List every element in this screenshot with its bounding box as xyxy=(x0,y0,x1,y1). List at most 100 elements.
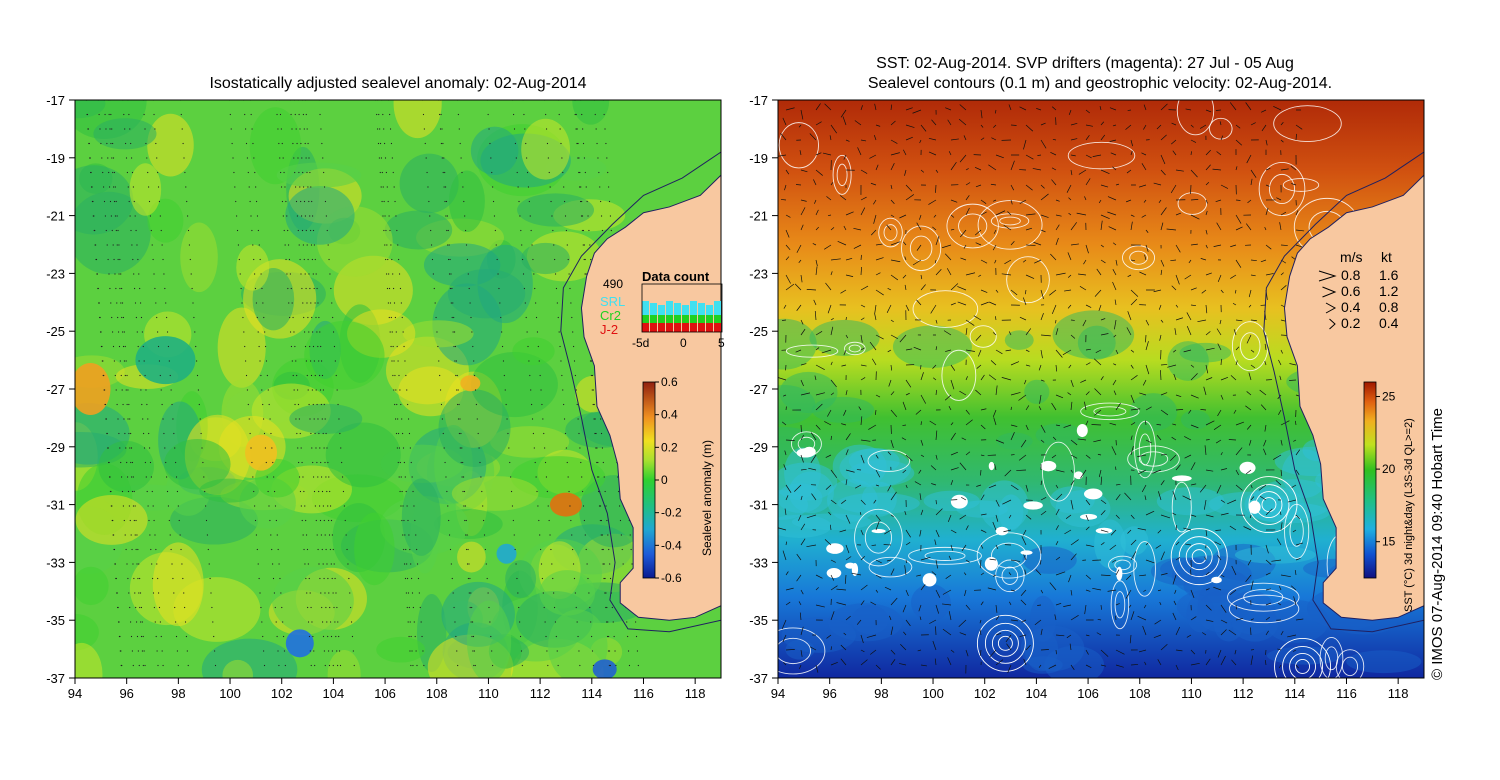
track-dot xyxy=(320,128,322,130)
track-dot xyxy=(232,157,234,159)
velocity-arrow xyxy=(916,244,922,251)
track-dot xyxy=(114,186,116,188)
velocity-arrow xyxy=(1112,166,1117,171)
x-tick-label: 108 xyxy=(1129,686,1151,701)
track-dot xyxy=(89,157,91,159)
track-dot xyxy=(113,200,116,203)
track-dot xyxy=(469,577,471,580)
track-dot xyxy=(533,273,535,275)
track-dot xyxy=(563,186,565,188)
track-dot xyxy=(524,128,526,130)
velocity-arrow xyxy=(1273,106,1282,111)
track-dot xyxy=(94,229,96,232)
track-dot xyxy=(575,128,577,130)
track-dot xyxy=(302,113,304,116)
track-dot xyxy=(387,302,389,304)
velocity-arrow xyxy=(1248,372,1252,381)
track-dot xyxy=(539,534,541,536)
track-dot xyxy=(540,389,542,391)
velocity-arrow xyxy=(1004,259,1012,265)
track-dot xyxy=(609,215,612,217)
track-dot xyxy=(559,128,561,130)
track-dot xyxy=(132,505,135,507)
track-dot xyxy=(177,664,179,667)
sla-blob xyxy=(276,162,362,188)
track-dot xyxy=(384,157,387,159)
histogram-frame xyxy=(641,283,723,333)
track-dot xyxy=(139,592,142,594)
sla-blob xyxy=(402,320,474,348)
velocity-arrow xyxy=(1085,304,1092,308)
velocity-arrow xyxy=(778,154,787,157)
velocity-arrow xyxy=(830,574,835,581)
track-dot xyxy=(465,548,468,551)
track-dot xyxy=(117,331,120,333)
track-dot xyxy=(441,157,443,159)
velocity-arrow xyxy=(1265,184,1270,187)
velocity-arrow xyxy=(778,377,787,381)
track-dot xyxy=(304,563,306,565)
sla-blob xyxy=(75,495,148,545)
track-dot xyxy=(443,157,445,159)
velocity-arrow xyxy=(809,646,817,651)
track-dot xyxy=(541,577,544,580)
track-dot xyxy=(556,650,558,652)
track-dot xyxy=(413,505,415,507)
velocity-arrow xyxy=(1186,634,1192,638)
track-dot xyxy=(233,171,235,174)
track-dot xyxy=(144,664,146,667)
track-dot xyxy=(563,200,566,203)
track-dot xyxy=(249,200,251,203)
track-dot xyxy=(117,258,119,261)
velocity-arrow xyxy=(1280,574,1291,578)
x-tick-label: 114 xyxy=(581,686,602,701)
track-dot xyxy=(159,215,161,217)
velocity-arrow xyxy=(980,572,985,576)
track-dot xyxy=(313,490,316,493)
velocity-arrow xyxy=(1188,259,1192,264)
track-dot xyxy=(312,229,315,232)
colorbar-tick-label: -0.4 xyxy=(661,538,682,552)
track-dot xyxy=(509,461,511,464)
sst-blob xyxy=(1346,650,1422,674)
track-dot xyxy=(119,360,121,362)
velocity-arrow xyxy=(1170,184,1177,194)
velocity-arrow xyxy=(824,103,832,111)
track-dot xyxy=(601,534,603,536)
track-dot xyxy=(314,432,316,435)
track-dot xyxy=(336,664,339,667)
track-dot xyxy=(324,200,327,203)
cloud-mask xyxy=(1040,460,1057,472)
colorbar-tick-label: 0.6 xyxy=(661,375,678,389)
track-dot xyxy=(535,302,537,304)
track-dot xyxy=(186,650,188,652)
velocity-arrow xyxy=(932,640,937,651)
sealevel-contour xyxy=(1114,559,1131,571)
velocity-arrow xyxy=(1265,139,1268,146)
velocity-arrow xyxy=(1250,364,1256,369)
velocity-arrow xyxy=(814,199,817,204)
track-dot xyxy=(396,403,398,406)
track-dot xyxy=(271,447,273,449)
track-dot xyxy=(209,577,211,580)
hist-bar-cr2 xyxy=(706,315,713,323)
velocity-arrow xyxy=(830,124,838,134)
track-dot xyxy=(145,476,147,478)
track-dot xyxy=(582,229,585,232)
velocity-arrow xyxy=(1010,392,1021,396)
velocity-arrow xyxy=(1021,619,1027,623)
velocity-arrow xyxy=(1083,259,1087,265)
velocity-arrow xyxy=(1190,649,1196,655)
velocity-arrow xyxy=(1065,514,1072,519)
velocity-arrow xyxy=(858,406,862,411)
velocity-arrow xyxy=(1025,644,1031,651)
sealevel-contour xyxy=(908,546,982,565)
velocity-arrow xyxy=(1175,212,1181,216)
track-dot xyxy=(149,461,152,464)
velocity-arrow xyxy=(1001,377,1012,381)
track-dot xyxy=(257,229,259,232)
velocity-arrow xyxy=(1070,469,1073,473)
track-dot xyxy=(333,563,335,565)
track-dot xyxy=(459,447,461,449)
sealevel-contour xyxy=(854,508,903,567)
